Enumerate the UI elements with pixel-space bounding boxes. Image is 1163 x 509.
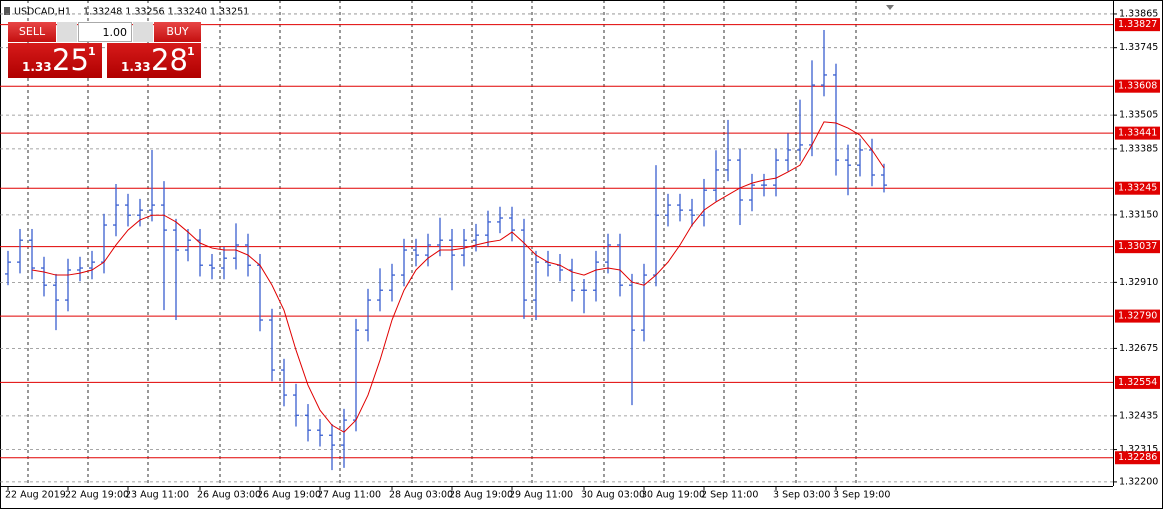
sell-big: 1.33 [22,60,52,74]
x-tick-label: 22 Aug 2019 [5,490,66,501]
x-tick-label: 28 Aug 19:00 [449,490,513,501]
level-label-box [1115,18,1160,32]
level-label: 1.32790 [1118,311,1157,322]
scroll-marker [886,5,894,10]
x-tick-label: 30 Aug 03:00 [581,490,645,501]
level-label: 1.32554 [1118,377,1157,388]
level-label: 1.33827 [1118,19,1157,30]
symbol-icon [4,7,10,15]
y-tick-label: 1.33385 [1119,143,1158,154]
x-tick-label: 26 Aug 03:00 [197,490,261,501]
buy-pips: 28 [151,43,188,77]
lot-down[interactable] [57,22,77,42]
trade-panel: SELL 1.00 BUY 1.33 25 1 1.33 28 1 [8,22,201,78]
lot-up[interactable] [133,22,153,42]
x-tick-label: 2 Sep 11:00 [701,490,758,501]
y-tick-label: 1.32200 [1119,476,1158,487]
level-label: 1.33441 [1118,128,1157,139]
x-tick-label: 23 Aug 11:00 [125,490,189,501]
lot-input[interactable]: 1.00 [78,22,132,42]
buy-price[interactable]: 1.33 28 1 [107,43,201,78]
x-tick-label: 3 Sep 19:00 [833,490,890,501]
level-label: 1.33037 [1118,241,1157,252]
level-label-box [1115,451,1160,465]
symbol: USDCAD,H1 [14,7,71,18]
x-tick-label: 27 Aug 11:00 [317,490,381,501]
x-tick-label: 29 Aug 11:00 [509,490,573,501]
y-tick-label: 1.33150 [1119,209,1158,220]
sell-button[interactable]: SELL [8,22,56,42]
x-tick-label: 28 Aug 03:00 [389,490,453,501]
sell-pips: 25 [52,43,89,77]
level-label-box [1115,240,1160,254]
y-tick-label: 1.32675 [1119,343,1158,354]
x-tick-label: 22 Aug 19:00 [65,490,129,501]
level-label: 1.33245 [1118,183,1157,194]
level-label-box [1115,309,1160,323]
buy-big: 1.33 [121,60,151,74]
level-label-box [1115,79,1160,93]
buy-point: 1 [187,45,195,58]
y-tick-label: 1.32910 [1119,277,1158,288]
sell-price[interactable]: 1.33 25 1 [8,43,102,78]
level-label: 1.33608 [1118,81,1157,92]
moving-average [31,121,885,433]
y-tick-label: 1.33865 [1119,8,1158,19]
y-tick-label: 1.32435 [1119,410,1158,421]
sell-point: 1 [88,45,96,58]
y-tick-label: 1.33745 [1119,42,1158,53]
level-label: 1.32286 [1118,452,1157,463]
x-tick-label: 26 Aug 19:00 [257,490,321,501]
level-label-box [1115,181,1160,195]
level-label-box [1115,126,1160,140]
x-tick-label: 3 Sep 03:00 [773,490,830,501]
quote: 1.33248 1.33256 1.33240 1.33251 [83,7,249,18]
y-tick-label: 1.32315 [1119,444,1158,455]
buy-button[interactable]: BUY [154,22,201,42]
x-tick-label: 30 Aug 19:00 [641,490,705,501]
y-tick-label: 1.33505 [1119,110,1158,121]
level-label-box [1115,375,1160,389]
